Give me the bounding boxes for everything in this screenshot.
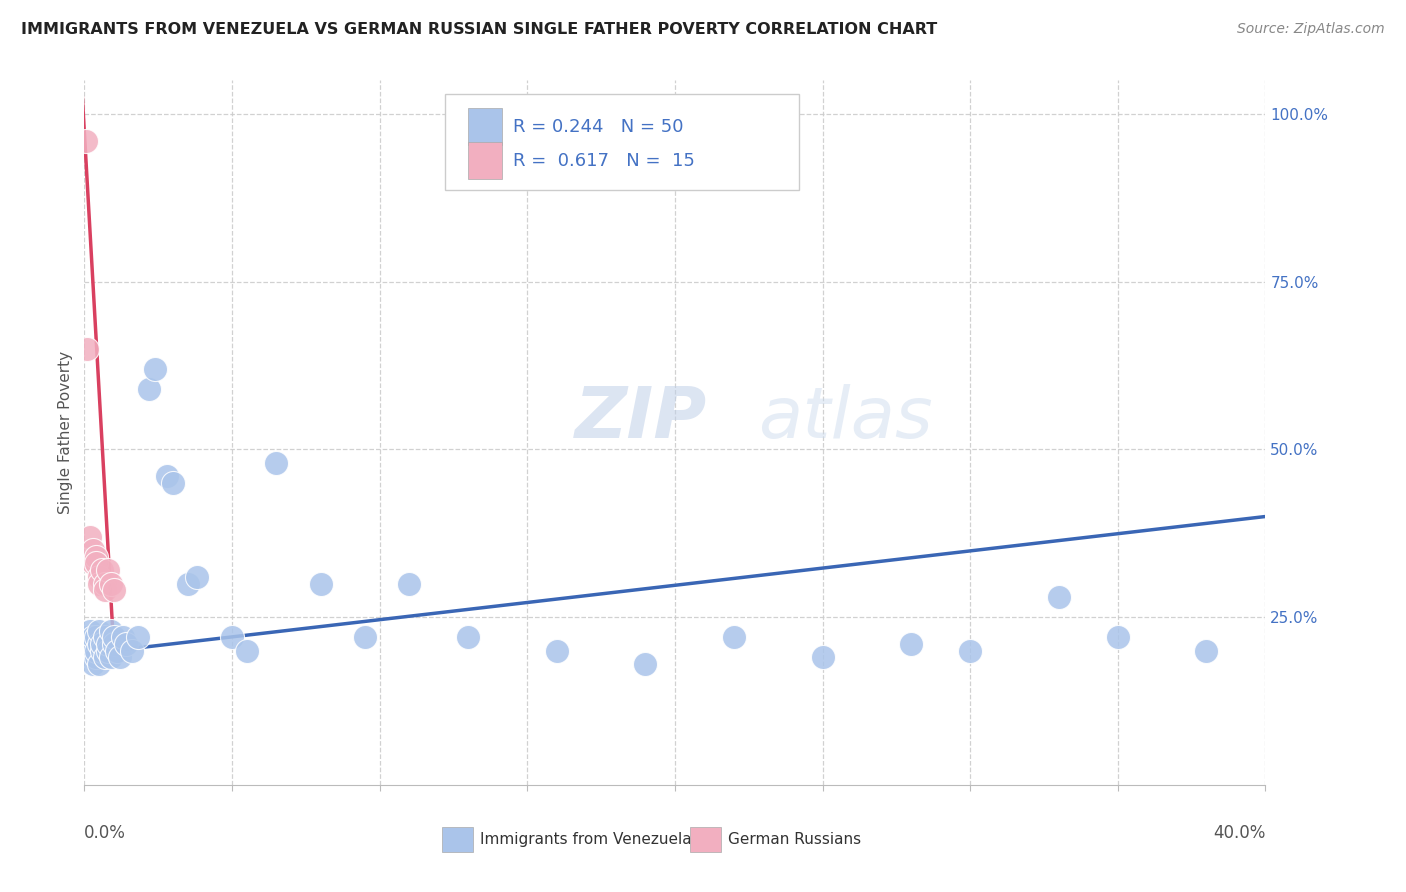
- Point: [84, 557, 107, 571]
- Text: 0.0%: 0.0%: [84, 823, 127, 842]
- Point: [87, 624, 111, 638]
- Point: [900, 637, 922, 651]
- Point: [94, 650, 117, 665]
- FancyBboxPatch shape: [690, 827, 721, 852]
- Point: [94, 583, 117, 598]
- Point: [79, 530, 101, 544]
- Point: [266, 456, 288, 470]
- Point: [82, 557, 104, 571]
- Point: [97, 563, 120, 577]
- Point: [221, 630, 243, 644]
- FancyBboxPatch shape: [443, 827, 472, 852]
- Point: [91, 637, 114, 651]
- Point: [97, 637, 120, 651]
- Point: [162, 475, 184, 490]
- Point: [100, 576, 122, 591]
- Point: [87, 576, 111, 591]
- Point: [1195, 644, 1218, 658]
- Point: [91, 563, 114, 577]
- Point: [177, 576, 200, 591]
- Point: [87, 570, 111, 584]
- Point: [1107, 630, 1129, 644]
- Point: [723, 630, 745, 644]
- Point: [634, 657, 657, 672]
- Point: [87, 657, 111, 672]
- Text: German Russians: German Russians: [728, 831, 860, 847]
- Text: IMMIGRANTS FROM VENEZUELA VS GERMAN RUSSIAN SINGLE FATHER POVERTY CORRELATION CH: IMMIGRANTS FROM VENEZUELA VS GERMAN RUSS…: [21, 22, 938, 37]
- Point: [143, 362, 166, 376]
- Point: [156, 469, 179, 483]
- Point: [100, 650, 122, 665]
- Point: [84, 549, 107, 564]
- Point: [84, 644, 107, 658]
- Point: [959, 644, 981, 658]
- Text: atlas: atlas: [758, 384, 932, 453]
- Point: [186, 570, 208, 584]
- Point: [457, 630, 479, 644]
- Point: [87, 637, 111, 651]
- Y-axis label: Single Father Poverty: Single Father Poverty: [58, 351, 73, 514]
- Point: [79, 624, 101, 638]
- Point: [76, 630, 98, 644]
- Point: [114, 637, 136, 651]
- Point: [100, 624, 122, 638]
- Point: [127, 630, 149, 644]
- Point: [91, 644, 114, 658]
- Text: R =  0.617   N =  15: R = 0.617 N = 15: [513, 152, 695, 169]
- Text: ZIP: ZIP: [575, 384, 707, 453]
- Point: [79, 644, 101, 658]
- Point: [121, 644, 143, 658]
- Point: [82, 637, 104, 651]
- FancyBboxPatch shape: [468, 109, 502, 145]
- FancyBboxPatch shape: [444, 95, 799, 189]
- Text: R = 0.244   N = 50: R = 0.244 N = 50: [513, 118, 683, 136]
- FancyBboxPatch shape: [468, 143, 502, 179]
- Point: [138, 382, 160, 396]
- Point: [97, 644, 120, 658]
- Point: [82, 630, 104, 644]
- Point: [309, 576, 332, 591]
- Point: [75, 134, 97, 148]
- Point: [108, 650, 131, 665]
- Point: [236, 644, 259, 658]
- Point: [398, 576, 420, 591]
- Point: [111, 630, 134, 644]
- Point: [94, 630, 117, 644]
- Point: [105, 644, 128, 658]
- Text: Immigrants from Venezuela: Immigrants from Venezuela: [479, 831, 692, 847]
- Text: 40.0%: 40.0%: [1213, 823, 1265, 842]
- Point: [103, 583, 125, 598]
- Point: [84, 630, 107, 644]
- Point: [1047, 590, 1070, 604]
- Text: Source: ZipAtlas.com: Source: ZipAtlas.com: [1237, 22, 1385, 37]
- Point: [103, 630, 125, 644]
- Point: [103, 637, 125, 651]
- Point: [94, 576, 117, 591]
- Point: [354, 630, 377, 644]
- Point: [811, 650, 834, 665]
- Point: [546, 644, 568, 658]
- Point: [82, 543, 104, 558]
- Point: [76, 342, 98, 356]
- Point: [84, 650, 107, 665]
- Point: [82, 657, 104, 672]
